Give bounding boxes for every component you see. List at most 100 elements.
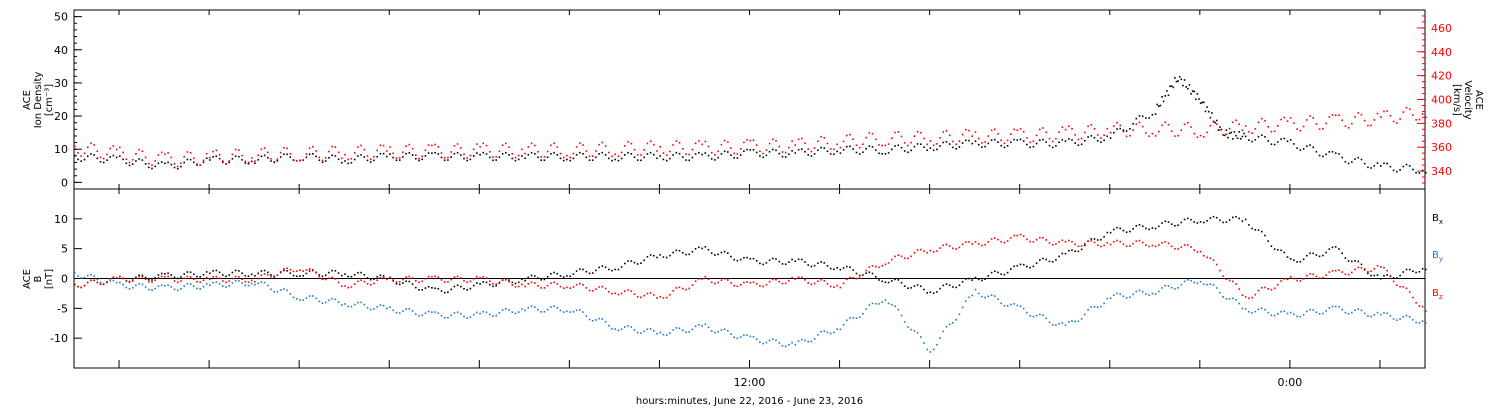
density-point [511, 157, 514, 160]
bx-point [447, 291, 449, 293]
density-point [794, 152, 797, 154]
bz-point [1386, 269, 1388, 272]
density-point [1380, 165, 1382, 167]
density-point [1035, 142, 1038, 145]
velocity-point [678, 142, 681, 144]
by-point [1363, 312, 1366, 315]
density-point [1354, 158, 1356, 160]
bx-point [421, 289, 423, 291]
density-point [704, 152, 707, 154]
bz-point [244, 280, 247, 283]
bx-point [1325, 251, 1327, 254]
bx-point [1238, 217, 1240, 220]
bz-point [1325, 274, 1327, 276]
density-point [591, 159, 594, 161]
bz-point [1016, 234, 1019, 237]
velocity-point [440, 152, 443, 154]
bz-point [1383, 266, 1385, 269]
by-point [363, 303, 366, 306]
bx-point [341, 274, 343, 277]
bz-point [1270, 288, 1273, 291]
bz-point [1035, 238, 1038, 241]
by-point [698, 324, 700, 326]
velocity-point [334, 146, 337, 148]
bz-point [1399, 285, 1401, 288]
velocity-point [1064, 128, 1067, 131]
bz-point [1087, 240, 1089, 242]
velocity-point [633, 148, 636, 151]
density-point [1270, 143, 1273, 145]
bz-point [456, 275, 459, 278]
velocity-point [450, 151, 452, 153]
density-point [1029, 146, 1031, 148]
velocity-point [1241, 129, 1244, 132]
by-point [1325, 310, 1327, 312]
by-point [878, 303, 880, 305]
by-point [546, 308, 549, 311]
bz-point [579, 282, 581, 285]
bx-point [241, 272, 243, 274]
density-point [450, 156, 452, 158]
density-point [131, 163, 134, 165]
by-point [826, 331, 829, 334]
density-point [955, 148, 957, 150]
by-point [736, 337, 739, 340]
bz-point [148, 280, 150, 283]
bz-point [617, 293, 620, 296]
density-point [193, 161, 195, 164]
bz-point [1100, 245, 1102, 248]
by-point [1135, 290, 1138, 293]
by-point [636, 331, 639, 334]
velocity-point [1039, 128, 1041, 131]
density-point [1309, 144, 1311, 146]
velocity-point [1164, 121, 1167, 123]
density-point [1132, 123, 1134, 125]
density-point [865, 147, 867, 150]
bz-point [453, 276, 456, 278]
velocity-point [485, 144, 488, 147]
bz-point [530, 281, 533, 284]
bz-point [395, 281, 398, 283]
by-point [138, 282, 140, 285]
bz-point [1235, 283, 1237, 285]
by-point [1119, 293, 1121, 295]
bx-point [164, 273, 166, 275]
velocity-point [1158, 130, 1160, 133]
density-point [1162, 100, 1165, 103]
velocity-point [1215, 123, 1218, 125]
bx-point [887, 281, 890, 284]
density-point [588, 159, 591, 161]
legend-subscript: z [1439, 293, 1443, 301]
bx-point [804, 261, 806, 263]
density-point [1334, 152, 1337, 154]
density-tick-label: 0 [61, 176, 68, 189]
bx-point [939, 287, 941, 290]
velocity-point [421, 155, 423, 158]
density-point [164, 162, 166, 165]
bz-point [1318, 277, 1321, 279]
bz-point [1000, 241, 1002, 243]
velocity-point [1177, 134, 1179, 137]
bz-point [80, 286, 82, 289]
by-point [553, 305, 555, 307]
density-point [1293, 143, 1295, 145]
bx-point [183, 273, 185, 275]
by-point [1061, 322, 1064, 324]
bx-point [932, 292, 935, 294]
by-point [1296, 315, 1298, 318]
density-point [694, 153, 697, 155]
bz-point [1267, 288, 1269, 290]
density-point [736, 157, 739, 159]
velocity-point [736, 153, 739, 155]
bx-point [1318, 255, 1321, 258]
by-point [209, 284, 211, 287]
by-point [1193, 281, 1195, 284]
bz-point [1408, 291, 1411, 293]
velocity-point [1090, 124, 1093, 126]
bx-point [749, 258, 752, 260]
by-point [550, 306, 552, 308]
velocity-point [620, 151, 623, 154]
bz-point [1334, 269, 1337, 272]
density-point [1087, 136, 1089, 138]
bz-point [151, 281, 153, 283]
